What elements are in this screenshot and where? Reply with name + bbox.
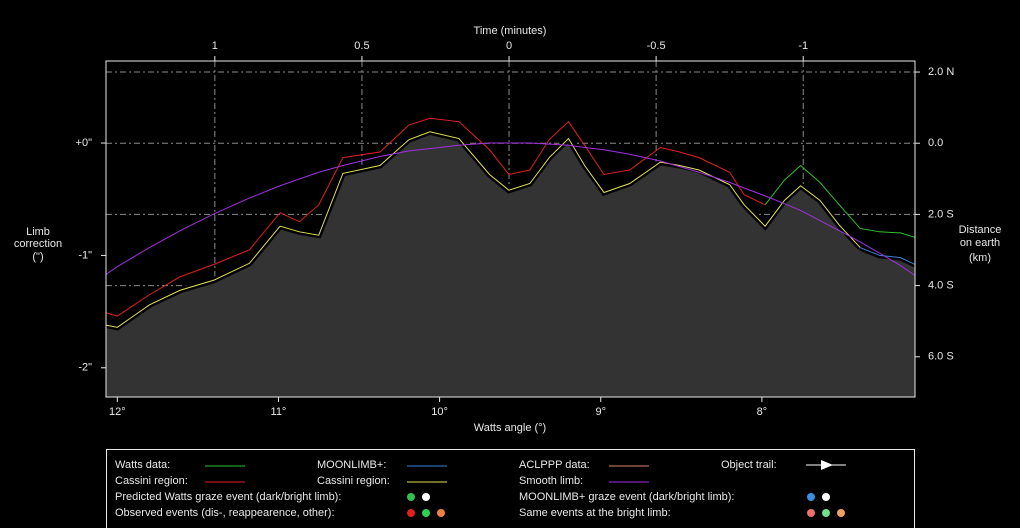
plot-frame	[105, 60, 916, 398]
event-dot	[437, 509, 445, 517]
x2-tick-label: -1	[798, 40, 808, 52]
plot: 1 0.5 0 -0.5 -1 2.0 N 0.0 2.0 S 4.0 S 6.0 S 12° 11°…	[76, 40, 955, 418]
legend-label: MOONLIMB+ graze event (dark/bright limb)…	[519, 491, 735, 503]
event-dot	[807, 493, 815, 501]
profile-fill	[106, 131, 915, 397]
series-line	[860, 247, 916, 265]
legend-label: Observed events (dis-, reappearence, oth…	[115, 507, 335, 519]
event-dot	[422, 509, 430, 517]
legend-label: Predicted Watts graze event (dark/bright…	[115, 491, 341, 503]
event-dot	[822, 509, 830, 517]
y-tick-label: -2"	[78, 362, 92, 374]
event-dot	[422, 493, 430, 501]
x2-tick-label: 1	[212, 40, 218, 52]
event-dot	[407, 493, 415, 501]
legend-arrow	[821, 460, 833, 470]
y2-tick-label: 0.0	[928, 137, 943, 149]
x-axis-label: Watts angle (°)	[474, 422, 546, 434]
x2-tick-label: -0.5	[647, 40, 666, 52]
y-axis-label: Limb	[26, 226, 50, 238]
series-line	[105, 131, 861, 328]
y2-axis-label: (km)	[969, 252, 991, 264]
y2-axis-label: on earth	[960, 237, 1000, 249]
y2-tick-label: 4.0 S	[928, 279, 954, 291]
legend-label: MOONLIMB+:	[317, 459, 386, 471]
legend-label: Smooth limb:	[519, 475, 583, 487]
x2-axis-label: Time (minutes)	[474, 25, 547, 37]
event-dot	[807, 509, 815, 517]
y2-tick-label: 6.0 S	[928, 351, 954, 363]
legend-box	[106, 449, 915, 528]
y2-tick-label: 2.0 N	[928, 66, 954, 78]
legend-label: ACLPPP data:	[519, 459, 590, 471]
series-line	[105, 142, 916, 277]
event-dot	[837, 509, 845, 517]
x-tick-label: 10°	[431, 406, 448, 418]
x-tick-label: 11°	[271, 406, 287, 418]
x2-tick-label: 0	[506, 40, 512, 52]
legend-label: Cassini region:	[317, 475, 390, 487]
event-dot	[407, 509, 415, 517]
y-axis-label: (")	[32, 251, 43, 263]
y2-tick-label: 2.0 S	[928, 208, 954, 220]
series-line	[764, 164, 916, 238]
x-tick-label: 12°	[109, 406, 126, 418]
y2-axis-label: Distance	[959, 224, 1002, 236]
y-axis-label: correction	[14, 238, 62, 250]
y-tick-label: +0"	[76, 137, 93, 149]
series-line	[105, 117, 766, 317]
legend: Watts data: Cassini region: MOONLIMB+: Cass…	[115, 459, 846, 519]
x-tick-label: 9°	[595, 406, 606, 418]
event-dot	[822, 493, 830, 501]
legend-label: Object trail:	[721, 459, 777, 471]
legend-label: Cassini region:	[115, 475, 188, 487]
legend-label: Watts data:	[115, 459, 170, 471]
x-tick-label: 8°	[757, 406, 768, 418]
y-tick-label: -1"	[78, 249, 92, 261]
legend-label: Same events at the bright limb:	[519, 507, 671, 519]
x2-tick-label: 0.5	[354, 40, 369, 52]
